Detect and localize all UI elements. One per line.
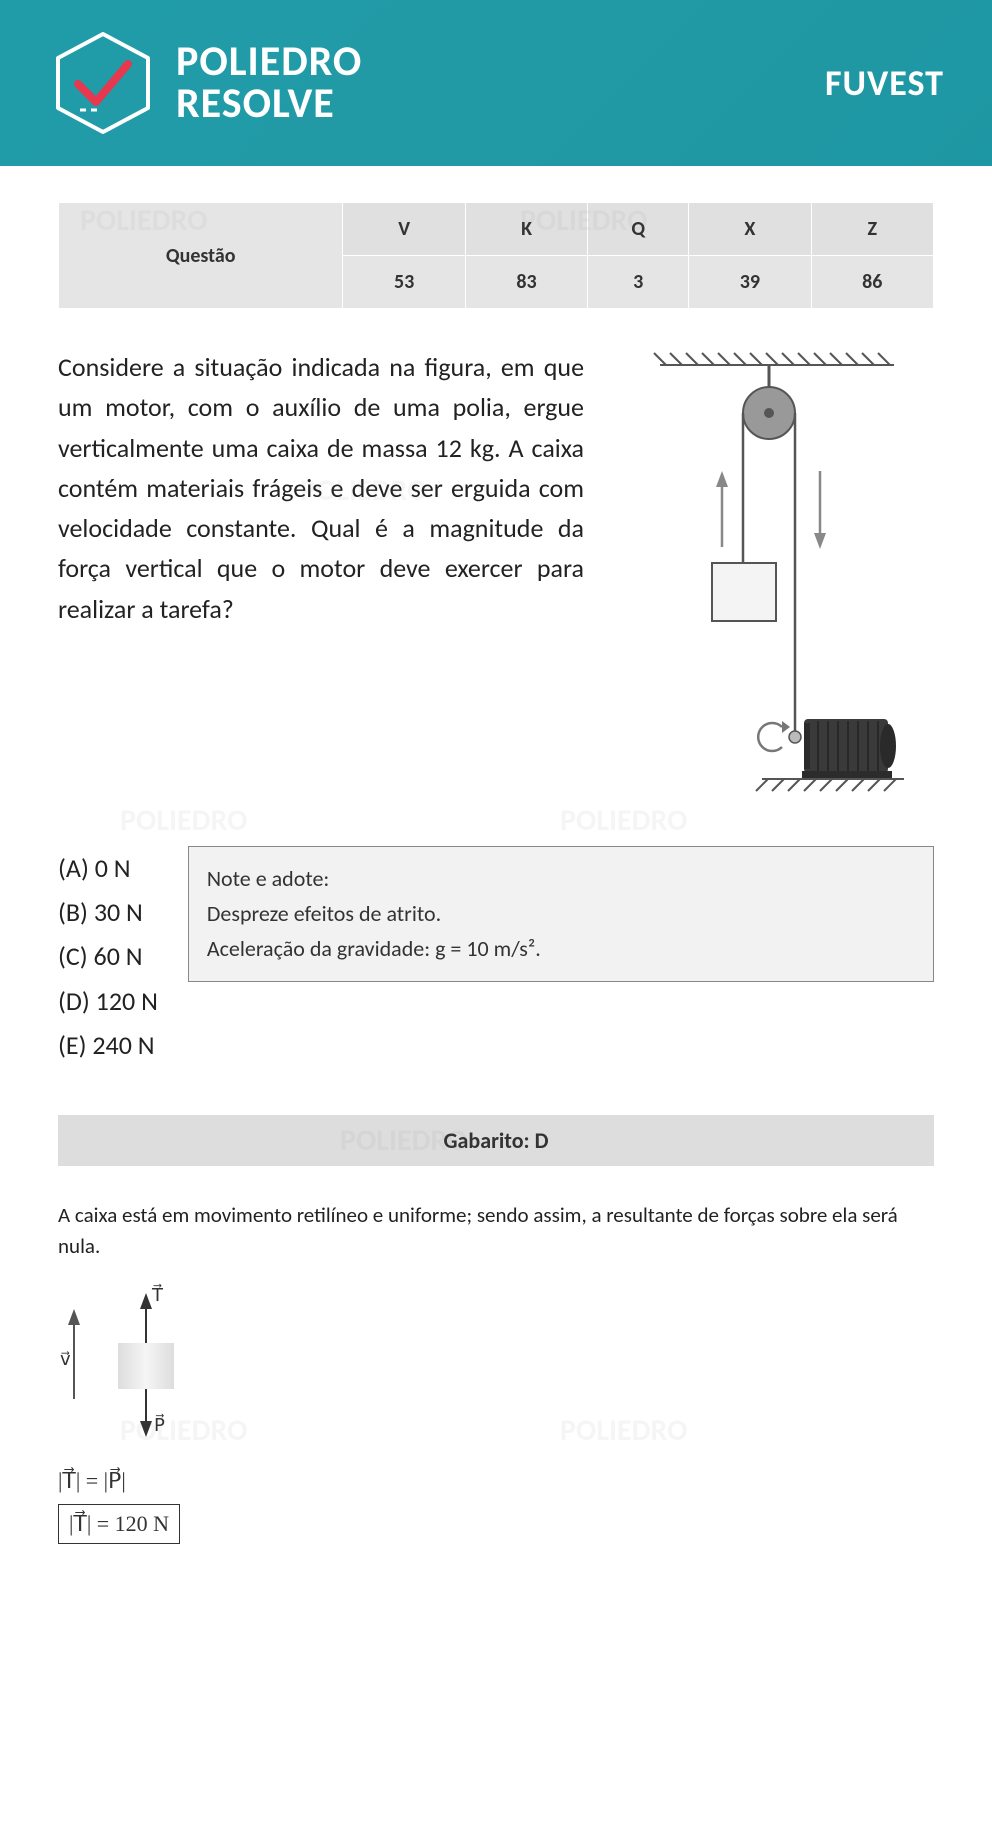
table-cell: 83 xyxy=(465,256,587,309)
table-col-header: K xyxy=(465,203,587,256)
table-cell: 86 xyxy=(811,256,933,309)
question-number-table: Questão V K Q X Z 53 83 3 39 86 xyxy=(58,202,934,309)
question-text: Considere a situação indi­cada na figura… xyxy=(58,347,584,802)
option-b: (B) 30 N xyxy=(58,890,158,934)
option-c: (C) 60 N xyxy=(58,934,158,978)
exam-name: FUVEST xyxy=(825,61,944,105)
svg-text:P⃗: P⃗ xyxy=(154,1414,165,1435)
watermark: POLIEDRO xyxy=(120,806,247,836)
table-label: Questão xyxy=(59,203,343,309)
svg-text:T⃗: T⃗ xyxy=(151,1284,164,1305)
watermark: POLIEDRO xyxy=(560,806,687,836)
svg-text:v⃗: v⃗ xyxy=(60,1349,71,1369)
table-col-header: Q xyxy=(588,203,689,256)
options-list: (A) 0 N (B) 30 N (C) 60 N (D) 120 N (E) … xyxy=(58,846,158,1067)
table-cell: 39 xyxy=(689,256,811,309)
equation-result-box: |T⃗| = 120 N xyxy=(58,1504,180,1544)
note-box: Note e adote: Despreze efeitos de atrito… xyxy=(188,846,934,982)
brand-text: POLIEDRO RESOLVE xyxy=(176,41,362,125)
solution-diagram: v⃗ T⃗ P⃗ xyxy=(58,1279,934,1454)
table-cell: 53 xyxy=(343,256,465,309)
question-row: Considere a situação indi­cada na figura… xyxy=(58,347,934,802)
note-line: Aceleração da gravidade: g = 10 m/s². xyxy=(207,931,915,966)
option-d: (D) 120 N xyxy=(58,979,158,1023)
options-row: (A) 0 N (B) 30 N (C) 60 N (D) 120 N (E) … xyxy=(58,846,934,1067)
pulley-diagram xyxy=(604,347,934,802)
answer-key-bar: Gabarito: D xyxy=(58,1115,934,1166)
page-header: POLIEDRO RESOLVE FUVEST xyxy=(0,0,992,166)
note-title: Note e adote: xyxy=(207,861,915,896)
content-area: POLIEDRO POLIEDRO POLIEDRO POLIEDRO POLI… xyxy=(0,166,992,1604)
table-col-header: X xyxy=(689,203,811,256)
brand-block: POLIEDRO RESOLVE xyxy=(48,28,362,138)
equation-tp: |T⃗| = |P⃗| xyxy=(58,1468,934,1494)
brand-line2: RESOLVE xyxy=(176,83,362,125)
solution-text: A caixa está em movimento retilíneo e un… xyxy=(58,1200,934,1263)
table-col-header: Z xyxy=(811,203,933,256)
option-e: (E) 240 N xyxy=(58,1023,158,1067)
note-line: Despreze efeitos de atrito. xyxy=(207,896,915,931)
brand-logo xyxy=(48,28,158,138)
option-a: (A) 0 N xyxy=(58,846,158,890)
table-cell: 3 xyxy=(588,256,689,309)
brand-line1: POLIEDRO xyxy=(176,41,362,83)
table-col-header: V xyxy=(343,203,465,256)
